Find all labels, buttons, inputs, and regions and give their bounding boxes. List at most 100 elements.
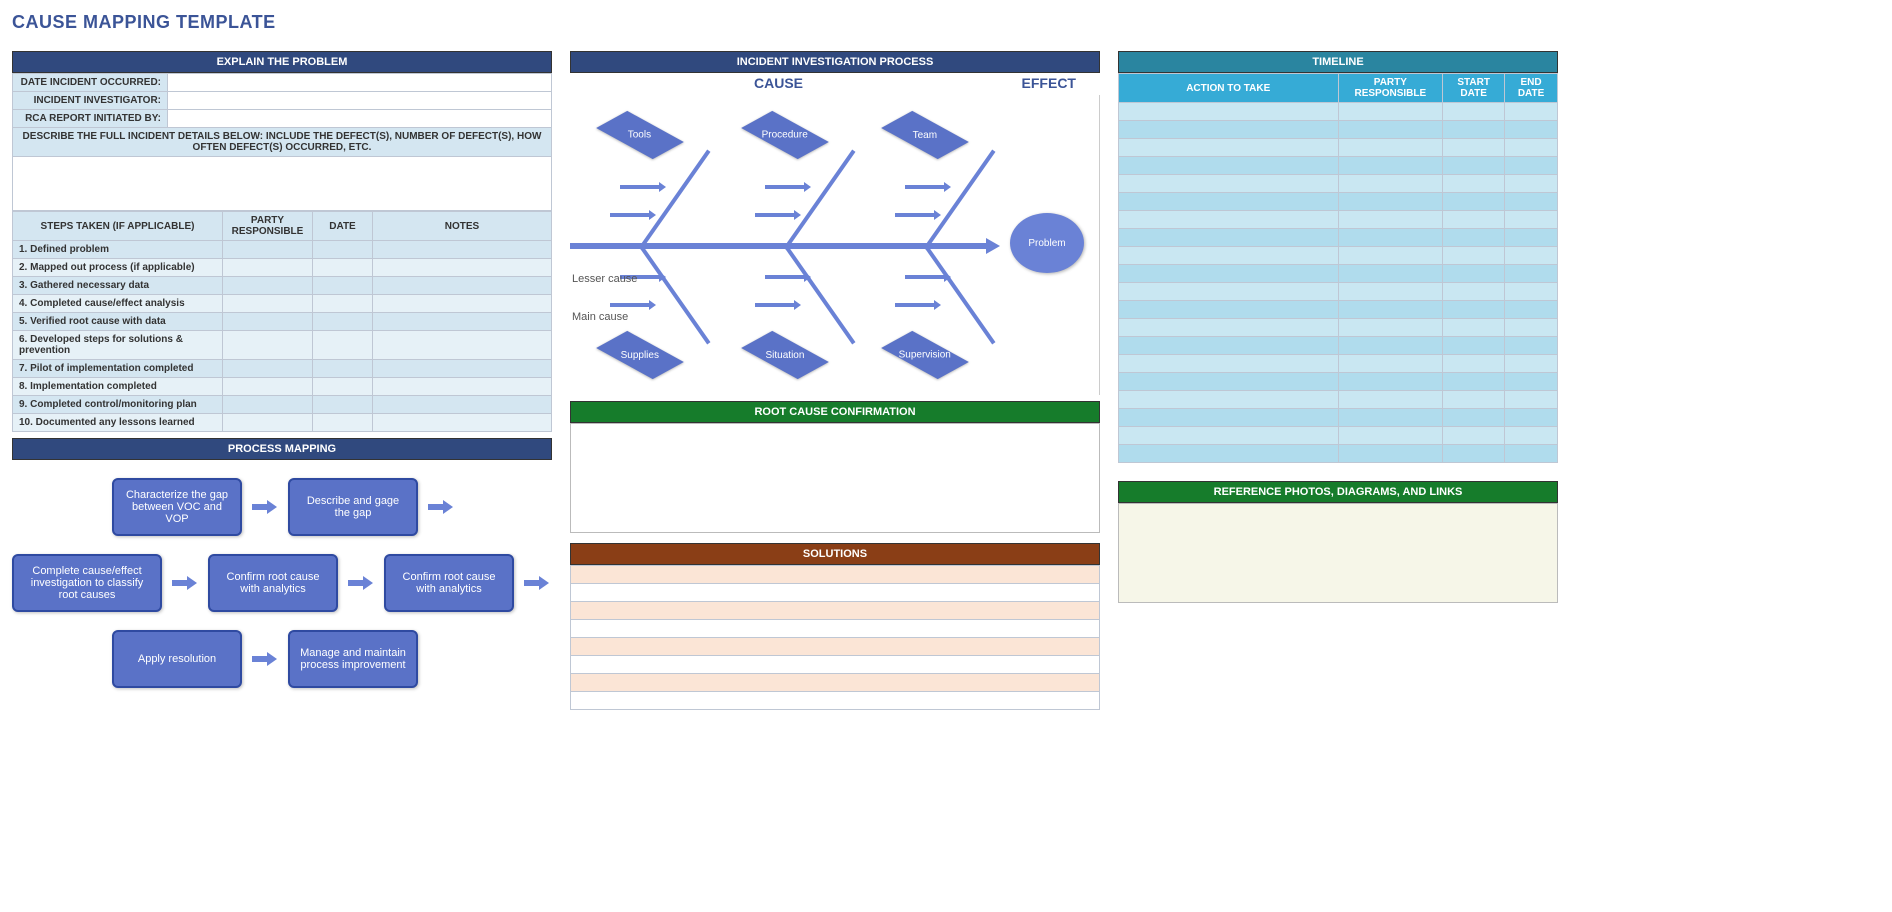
describe-body[interactable] <box>13 157 552 211</box>
arrow-icon <box>524 576 550 590</box>
tl-col: PARTY RESPONSIBLE <box>1338 74 1443 103</box>
step-party[interactable] <box>223 414 313 432</box>
step-party[interactable] <box>223 241 313 259</box>
solution-row[interactable] <box>571 602 1100 620</box>
step-party[interactable] <box>223 295 313 313</box>
timeline-row[interactable] <box>1119 265 1558 283</box>
timeline-row[interactable] <box>1119 391 1558 409</box>
solution-row[interactable] <box>571 692 1100 710</box>
steps-row: 6. Developed steps for solutions & preve… <box>13 331 552 360</box>
step-date[interactable] <box>313 259 373 277</box>
bone <box>638 150 710 251</box>
bone <box>783 150 855 251</box>
timeline-row[interactable] <box>1119 301 1558 319</box>
steps-col: STEPS TAKEN (IF APPLICABLE) <box>13 212 223 241</box>
timeline-row[interactable] <box>1119 139 1558 157</box>
step-date[interactable] <box>313 313 373 331</box>
step-date[interactable] <box>313 414 373 432</box>
solution-row[interactable] <box>571 656 1100 674</box>
root-cause-body[interactable] <box>570 423 1100 533</box>
explain-value[interactable] <box>168 110 552 128</box>
step-label: 1. Defined problem <box>13 241 223 259</box>
tl-col: START DATE <box>1443 74 1505 103</box>
step-party[interactable] <box>223 378 313 396</box>
reference-body[interactable] <box>1118 503 1558 603</box>
timeline-row[interactable] <box>1119 337 1558 355</box>
flow-row-3: Apply resolution Manage and maintain pro… <box>12 630 552 688</box>
timeline-row[interactable] <box>1119 121 1558 139</box>
timeline-row[interactable] <box>1119 283 1558 301</box>
steps-row: 10. Documented any lessons learned <box>13 414 552 432</box>
explain-value[interactable] <box>168 74 552 92</box>
timeline-row[interactable] <box>1119 445 1558 463</box>
timeline-row[interactable] <box>1119 211 1558 229</box>
explain-label: DATE INCIDENT OCCURRED: <box>13 74 168 92</box>
timeline-row[interactable] <box>1119 373 1558 391</box>
solution-row[interactable] <box>571 566 1100 584</box>
flow-box: Confirm root cause with analytics <box>208 554 338 612</box>
steps-row: 2. Mapped out process (if applicable) <box>13 259 552 277</box>
step-notes[interactable] <box>373 313 552 331</box>
timeline-row[interactable] <box>1119 103 1558 121</box>
solution-row[interactable] <box>571 620 1100 638</box>
tick <box>610 213 650 217</box>
main-layout: EXPLAIN THE PROBLEM DATE INCIDENT OCCURR… <box>12 51 1880 710</box>
timeline-row[interactable] <box>1119 229 1558 247</box>
steps-head: STEPS TAKEN (IF APPLICABLE) PARTY RESPON… <box>13 212 552 241</box>
step-date[interactable] <box>313 295 373 313</box>
tl-col: END DATE <box>1505 74 1558 103</box>
step-label: 2. Mapped out process (if applicable) <box>13 259 223 277</box>
tick <box>905 185 945 189</box>
reference-header: REFERENCE PHOTOS, DIAGRAMS, AND LINKS <box>1118 481 1558 503</box>
solutions-table <box>570 565 1100 710</box>
step-party[interactable] <box>223 313 313 331</box>
step-notes[interactable] <box>373 360 552 378</box>
process-header: PROCESS MAPPING <box>12 438 552 460</box>
timeline-row[interactable] <box>1119 175 1558 193</box>
step-notes[interactable] <box>373 378 552 396</box>
step-date[interactable] <box>313 241 373 259</box>
step-notes[interactable] <box>373 241 552 259</box>
step-label: 4. Completed cause/effect analysis <box>13 295 223 313</box>
step-party[interactable] <box>223 396 313 414</box>
step-party[interactable] <box>223 259 313 277</box>
cause-node-team: Team <box>881 111 969 159</box>
step-notes[interactable] <box>373 259 552 277</box>
step-date[interactable] <box>313 331 373 360</box>
timeline-row[interactable] <box>1119 319 1558 337</box>
timeline-header: TIMELINE <box>1118 51 1558 73</box>
step-notes[interactable] <box>373 331 552 360</box>
step-notes[interactable] <box>373 396 552 414</box>
timeline-row[interactable] <box>1119 427 1558 445</box>
bone <box>638 244 710 345</box>
solution-row[interactable] <box>571 638 1100 656</box>
explain-value[interactable] <box>168 92 552 110</box>
step-date[interactable] <box>313 360 373 378</box>
step-notes[interactable] <box>373 295 552 313</box>
cause-node-supplies: Supplies <box>596 331 684 379</box>
flow-box: Apply resolution <box>112 630 242 688</box>
step-party[interactable] <box>223 277 313 295</box>
step-date[interactable] <box>313 277 373 295</box>
process-flow: Characterize the gap between VOC and VOP… <box>12 478 552 688</box>
solution-row[interactable] <box>571 584 1100 602</box>
cause-label: CAUSE <box>754 75 803 91</box>
solution-row[interactable] <box>571 674 1100 692</box>
tick <box>895 213 935 217</box>
step-label: 3. Gathered necessary data <box>13 277 223 295</box>
steps-row: 1. Defined problem <box>13 241 552 259</box>
timeline-row[interactable] <box>1119 247 1558 265</box>
timeline-row[interactable] <box>1119 157 1558 175</box>
step-party[interactable] <box>223 331 313 360</box>
step-date[interactable] <box>313 378 373 396</box>
timeline-row[interactable] <box>1119 355 1558 373</box>
timeline-row[interactable] <box>1119 409 1558 427</box>
step-date[interactable] <box>313 396 373 414</box>
explain-row: INCIDENT INVESTIGATOR: <box>13 92 552 110</box>
problem-node: Problem <box>1010 213 1084 273</box>
step-party[interactable] <box>223 360 313 378</box>
step-notes[interactable] <box>373 414 552 432</box>
col-middle: INCIDENT INVESTIGATION PROCESS CAUSE EFF… <box>570 51 1100 710</box>
timeline-row[interactable] <box>1119 193 1558 211</box>
step-notes[interactable] <box>373 277 552 295</box>
